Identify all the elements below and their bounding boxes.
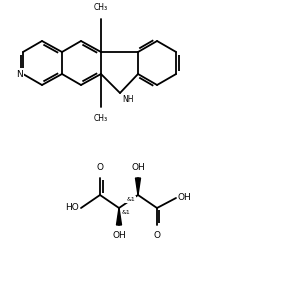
- Text: &1: &1: [122, 210, 131, 215]
- Text: OH: OH: [131, 163, 145, 172]
- Text: HO: HO: [65, 204, 79, 212]
- Polygon shape: [116, 208, 121, 225]
- Text: O: O: [153, 231, 160, 240]
- Text: O: O: [97, 163, 103, 172]
- Text: OH: OH: [112, 231, 126, 240]
- Text: CH₃: CH₃: [94, 114, 108, 123]
- Text: OH: OH: [178, 193, 192, 203]
- Text: NH: NH: [122, 95, 134, 104]
- Text: &1: &1: [126, 197, 135, 202]
- Text: N: N: [16, 69, 23, 79]
- Polygon shape: [136, 178, 140, 195]
- Text: CH₃: CH₃: [94, 3, 108, 12]
